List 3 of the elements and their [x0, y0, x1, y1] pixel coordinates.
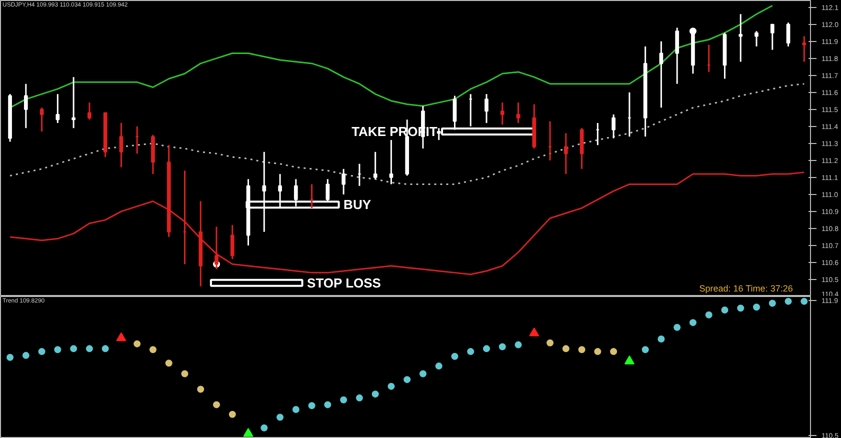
- annotation: BUY: [344, 197, 372, 212]
- annotation: STOP LOSS: [307, 275, 382, 290]
- annotation: Spread: 16 Time: 37:26: [699, 284, 793, 294]
